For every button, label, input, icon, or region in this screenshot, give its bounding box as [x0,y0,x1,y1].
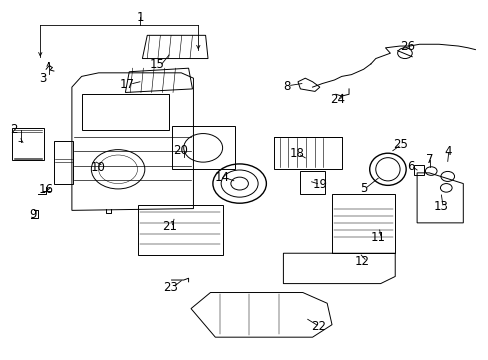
Text: 25: 25 [392,139,407,152]
Bar [171,126,234,169]
Text: 6: 6 [406,160,414,173]
Bar [273,137,341,169]
Text: 8: 8 [283,80,290,93]
Bar [137,205,222,255]
Text: 2: 2 [10,123,17,136]
Text: 16: 16 [39,183,54,196]
Bar [331,194,394,253]
Bar [54,141,73,184]
Text: 20: 20 [173,144,187,157]
Text: 22: 22 [310,320,325,333]
Text: 26: 26 [399,40,414,53]
Text: 19: 19 [312,178,326,191]
Text: 23: 23 [163,281,178,294]
Text: 3: 3 [39,72,46,85]
Text: 14: 14 [215,171,230,184]
Text: 18: 18 [289,148,304,161]
Text: 10: 10 [90,161,105,174]
Text: 21: 21 [162,220,176,233]
Text: 9: 9 [29,208,37,221]
Text: 24: 24 [330,94,345,107]
Text: 4: 4 [443,145,450,158]
Text: 7: 7 [425,153,432,166]
Bar [12,128,43,160]
Text: 5: 5 [359,182,366,195]
Bar [300,171,324,194]
Text: 11: 11 [370,231,385,244]
Bar [413,165,424,175]
Text: 1: 1 [136,11,143,24]
Bar [81,94,169,130]
Text: 13: 13 [433,200,448,213]
Text: 15: 15 [149,58,164,72]
Text: 17: 17 [119,78,134,91]
Text: 12: 12 [354,255,369,268]
